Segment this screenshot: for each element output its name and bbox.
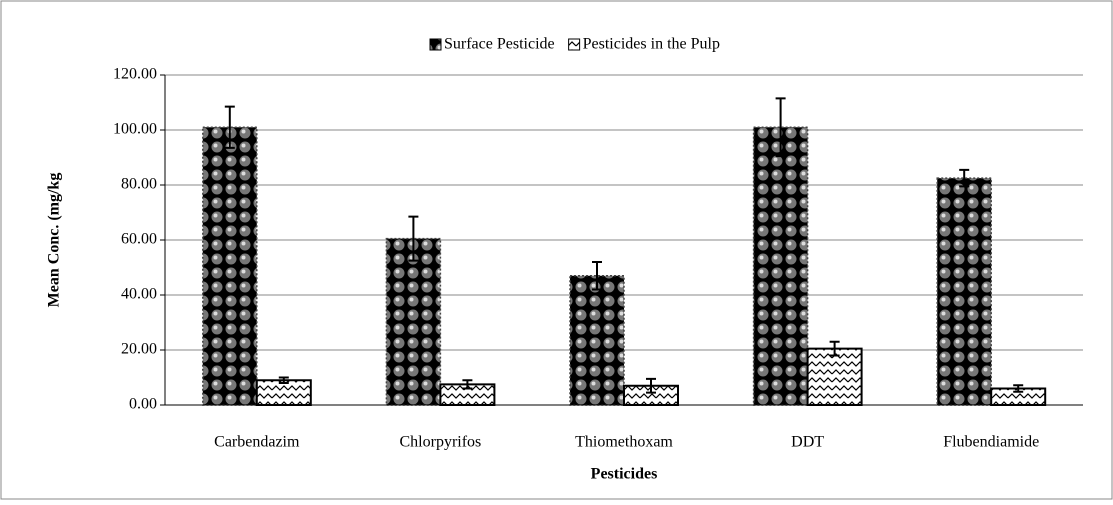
error-bar [646, 377, 656, 394]
x-tick-label: Carbendazim [214, 434, 300, 451]
error-bar [959, 168, 970, 188]
bar [385, 237, 442, 406]
y-tick-label: 120.00 [113, 66, 157, 83]
y-tick-label: 0.00 [129, 396, 157, 413]
y-tick-label: 20.00 [121, 341, 157, 358]
x-tick-label: Flubendiamide [943, 434, 1039, 451]
x-axis-title: Pesticides [591, 466, 658, 483]
legend-label: Pesticides in the Pulp [583, 36, 720, 53]
bar [936, 177, 992, 406]
legend-swatch [429, 38, 442, 51]
error-bar [278, 376, 289, 384]
legend-swatch [568, 38, 581, 51]
error-bar [1013, 384, 1024, 393]
y-tick-label: 40.00 [121, 286, 157, 303]
error-bar [408, 215, 419, 262]
bar [806, 347, 863, 406]
y-tick-label: 100.00 [113, 121, 157, 138]
x-tick-label: Chlorpyrifos [400, 434, 482, 451]
y-tick-label: 60.00 [121, 231, 157, 248]
y-axis-title: Mean Conc. (mg/kg [46, 173, 63, 308]
bar [202, 126, 258, 406]
x-tick-label: Thiomethoxam [575, 434, 673, 451]
error-bar [829, 340, 840, 357]
error-bar [775, 97, 786, 158]
x-tick-label: DDT [791, 434, 824, 451]
error-bar [462, 379, 473, 390]
y-tick-label: 80.00 [121, 176, 157, 193]
legend-label: Surface Pesticide [444, 36, 555, 53]
error-bar [224, 105, 235, 149]
error-bar [592, 261, 602, 291]
bar [569, 275, 625, 406]
bar [752, 126, 809, 406]
